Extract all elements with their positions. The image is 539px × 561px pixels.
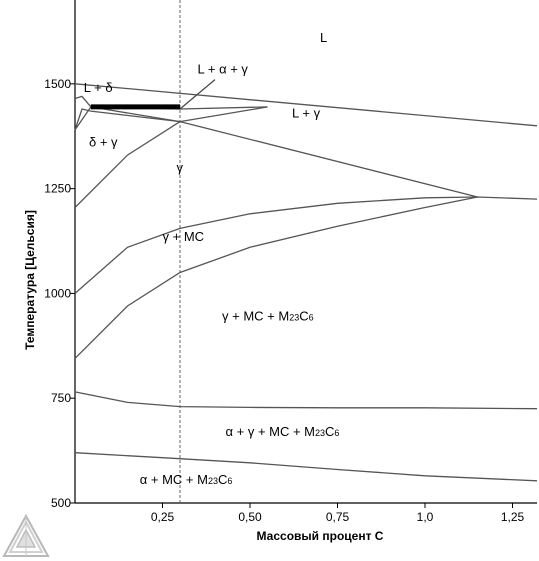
- y-tick-label: 1000: [44, 286, 71, 300]
- region-label: α + MC + M23C6: [140, 472, 233, 487]
- region-label: γ: [177, 160, 184, 175]
- region-labels: L L + α + γ L + δ L + γ δ + γ γ γ + MC γ + MC +…: [84, 30, 340, 487]
- region-label: γ + MC: [163, 229, 205, 244]
- x-axis-title: Массовый процент C: [257, 529, 384, 543]
- y-tick-label: 500: [51, 496, 71, 510]
- region-label: L + α + γ: [198, 61, 249, 76]
- phase-boundary-curves: [74, 79, 538, 482]
- phase-boundary-9: [74, 452, 538, 482]
- region-label: γ + MC + M23C6: [222, 309, 314, 324]
- y-tick-label: 1500: [44, 77, 71, 91]
- x-tick-label: 1,25: [501, 510, 525, 524]
- thermocalc-logo-icon: [2, 513, 50, 557]
- region-label: α + γ + MC + M23C6: [226, 424, 340, 439]
- phase-boundary-6: [74, 196, 538, 294]
- axis-ticks: 0,25 0,50 0,75 1,0 1,25 500 750 1000 1250 1500: [44, 77, 524, 524]
- phase-boundary-5: [74, 121, 181, 208]
- region-label: L + γ: [292, 105, 321, 120]
- pointer-line-1: [179, 79, 216, 110]
- x-tick-label: 0,50: [238, 510, 262, 524]
- x-tick-label: 0,75: [326, 510, 350, 524]
- y-tick-label: 1250: [44, 182, 71, 196]
- x-tick-label: 0,25: [151, 510, 175, 524]
- phase-boundary-3: [74, 106, 478, 198]
- phase-boundary-8: [74, 391, 538, 410]
- phase-boundary-4: [74, 106, 268, 131]
- x-tick-label: 1,0: [417, 510, 434, 524]
- phase-boundary-7: [74, 196, 478, 359]
- region-label: L: [320, 30, 327, 45]
- y-tick-label: 750: [51, 391, 71, 405]
- phase-boundary-1: [74, 83, 538, 127]
- region-label: L + δ: [84, 80, 113, 95]
- region-label: δ + γ: [89, 135, 118, 150]
- y-axis-title: Температура [Цельсия]: [23, 210, 37, 350]
